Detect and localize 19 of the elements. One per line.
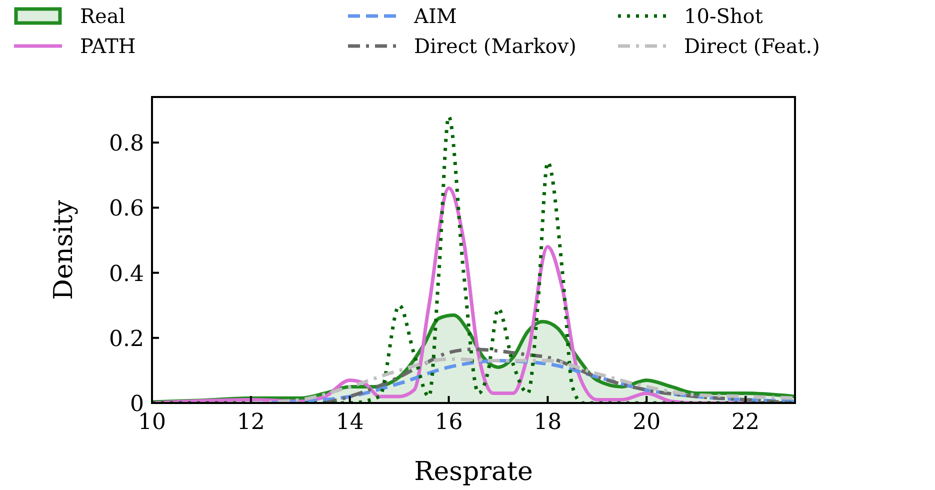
x-tick-label: 14 <box>336 410 364 435</box>
x-tick-label: 16 <box>434 410 463 435</box>
y-axis-title: Density <box>49 200 79 300</box>
legend-label: Direct (Feat.) <box>684 34 820 58</box>
legend-label: PATH <box>80 34 136 58</box>
x-tick-label: 12 <box>236 410 265 435</box>
legend-label: Direct (Markov) <box>414 34 576 58</box>
legend-label: AIM <box>413 4 457 28</box>
y-tick-label: 0.4 <box>109 262 144 287</box>
y-tick-label: 0.2 <box>109 326 144 352</box>
x-tick-label: 20 <box>632 410 661 435</box>
y-tick-label: 0.6 <box>109 196 144 222</box>
x-tick-label: 10 <box>138 410 166 435</box>
legend-label: 10-Shot <box>684 4 763 28</box>
x-axis-title: Resprate <box>414 457 533 487</box>
legend-label: Real <box>80 4 126 28</box>
x-tick-label: 18 <box>534 410 562 435</box>
y-tick-label: 0.8 <box>109 132 144 157</box>
x-tick-label: 22 <box>732 410 760 435</box>
